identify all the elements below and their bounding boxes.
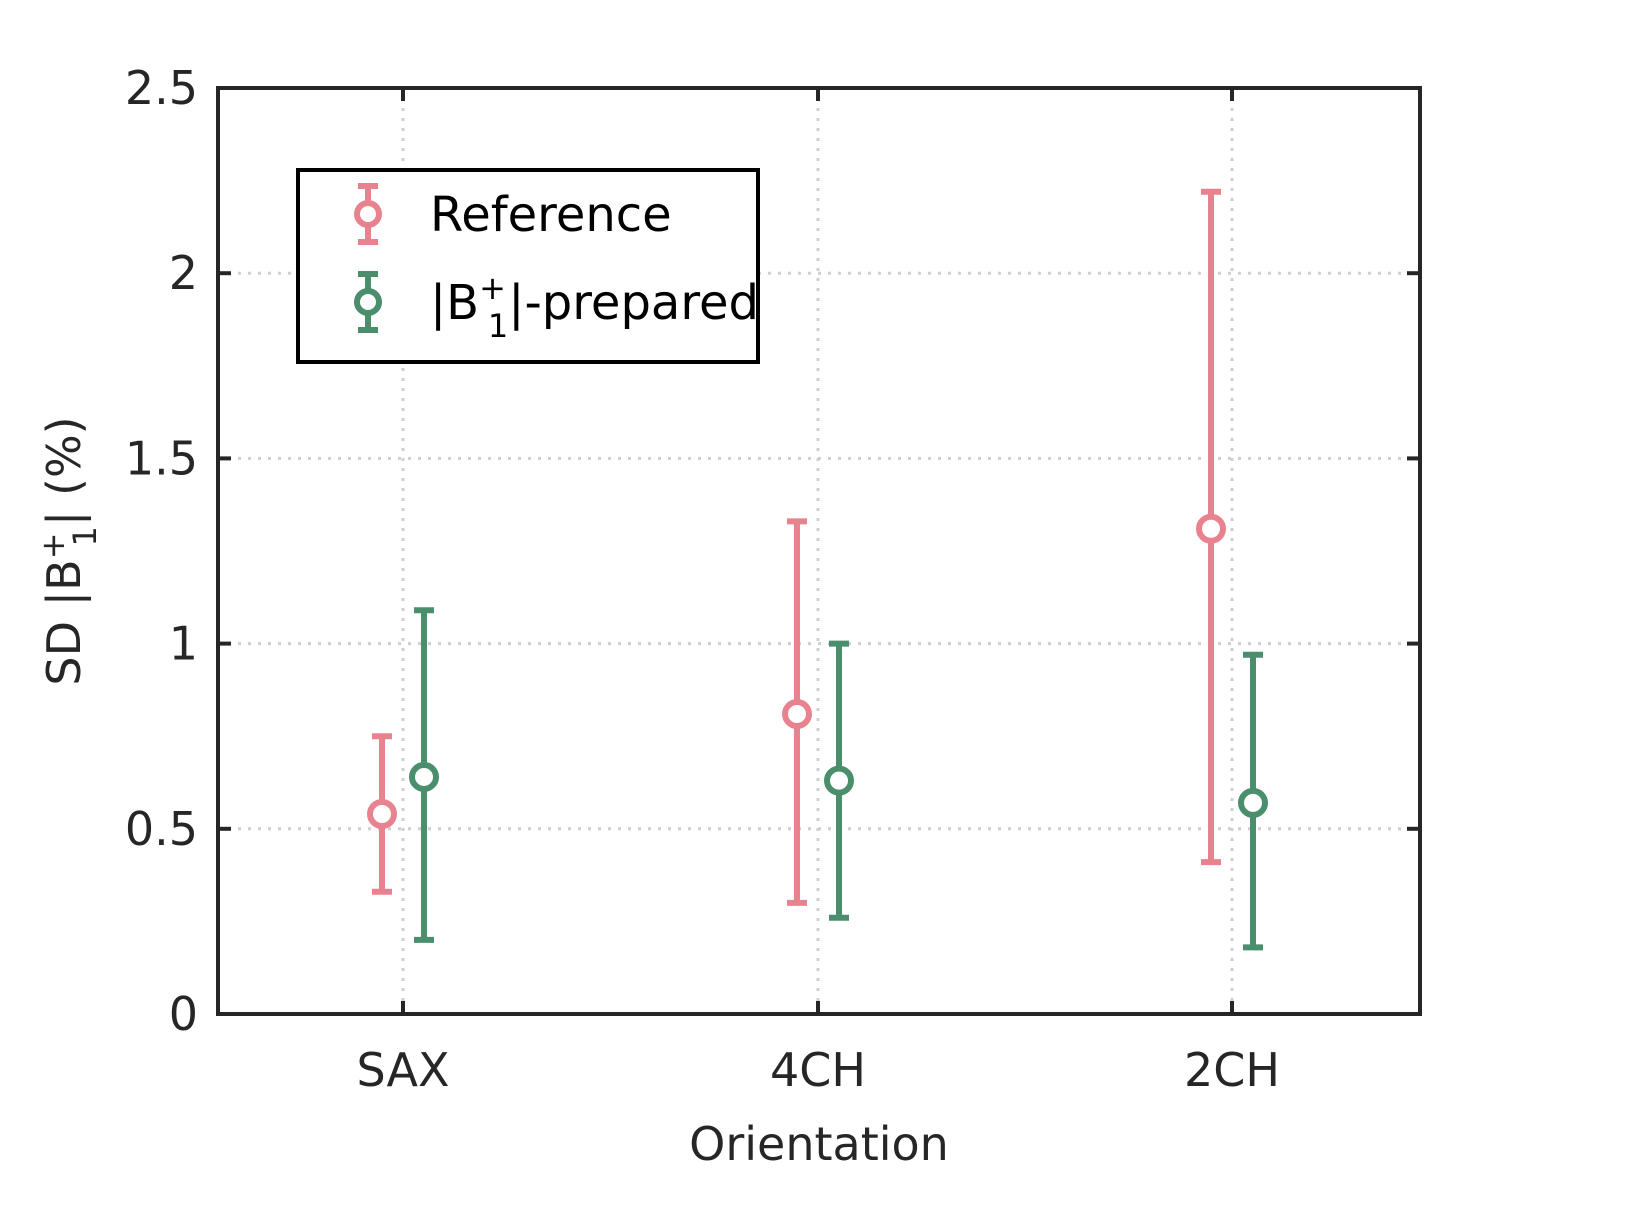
data-point <box>1196 513 1226 544</box>
series-reference <box>367 188 1226 906</box>
series-b1-prepared <box>409 607 1268 951</box>
legend-point <box>354 288 382 316</box>
y-tick-label: 1.5 <box>125 431 198 485</box>
y-axis-title-suffix: | (%) <box>37 416 92 526</box>
y-tick-label: 0 <box>169 987 198 1041</box>
legend-label-b1-sup: + <box>479 269 506 307</box>
legend-marker-b1-prepared <box>354 271 382 333</box>
data-point <box>1238 787 1268 818</box>
x-tick-label: 4CH <box>770 1043 866 1097</box>
series-layer <box>367 188 1268 951</box>
legend-label-b1-prepared: |B+ 1|-prepared <box>430 269 759 345</box>
x-axis-title: Orientation <box>689 1117 949 1171</box>
data-point <box>409 761 439 792</box>
y-axis-title-sub: 1 <box>66 526 104 546</box>
y-axis-title-sup: + <box>34 532 72 559</box>
legend-marker-reference <box>354 183 382 245</box>
data-point <box>367 798 397 829</box>
x-tick-label: 2CH <box>1184 1043 1280 1097</box>
y-tick-label: 2.5 <box>125 61 198 115</box>
y-tick-label: 0.5 <box>125 802 198 856</box>
legend-label-b1-sub: 1 <box>488 307 508 345</box>
legend-point <box>354 200 382 228</box>
legend-label-b1-prefix: |B <box>430 275 479 331</box>
legend-label-reference: Reference <box>430 187 672 243</box>
legend: Reference |B+ 1|-prepared <box>296 168 760 364</box>
y-axis-title-prefix: SD |B <box>37 559 92 685</box>
y-tick-label: 2 <box>169 246 198 300</box>
data-point <box>824 765 854 796</box>
legend-label-b1-suffix: |-prepared <box>508 275 759 331</box>
y-tick-label: 1 <box>169 617 198 671</box>
data-point <box>782 698 812 729</box>
tick-labels: 0 0.5 1 1.5 2 2.5 SAX 4CH 2CH <box>125 61 1280 1097</box>
plot-frame <box>216 86 1422 1016</box>
x-tick-label: SAX <box>356 1043 449 1097</box>
y-axis-title: SD |B+1| (%) <box>34 416 104 685</box>
